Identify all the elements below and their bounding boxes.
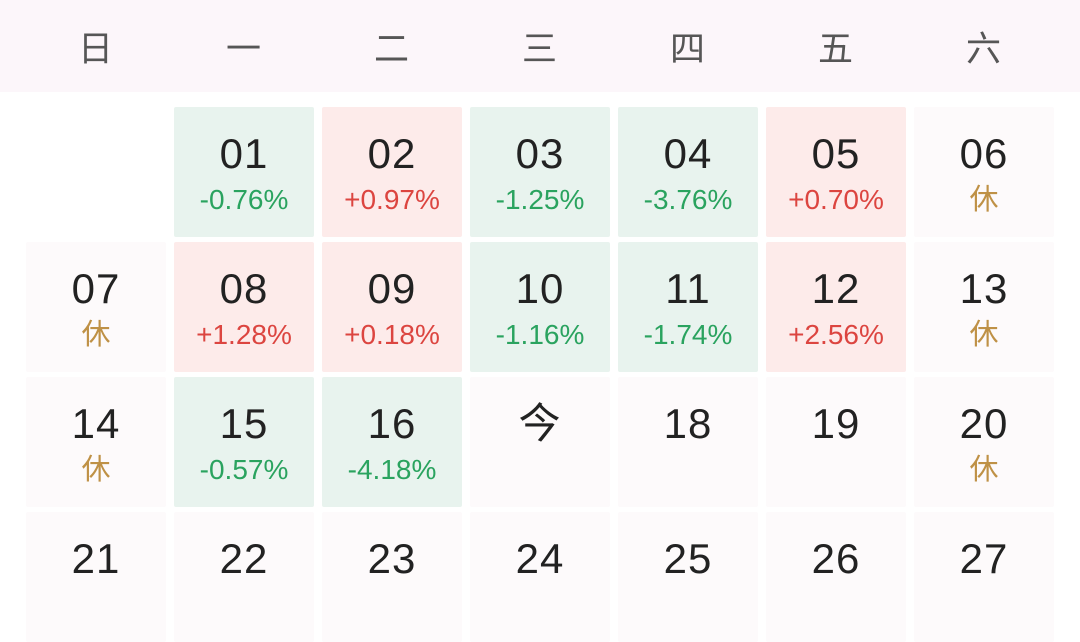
day-number: 03 (515, 130, 565, 177)
calendar-week-row: 01 -0.76% 02 +0.97% 03 -1.25% 04 -3.76% … (22, 107, 1058, 237)
day-cell-today[interactable]: 今 (470, 377, 610, 507)
day-cell-16[interactable]: 16 -4.18% (322, 377, 462, 507)
weekday-label-thu: 四 (669, 29, 706, 69)
day-change-percent: -0.57% (199, 454, 289, 485)
day-number: 09 (367, 265, 417, 312)
day-cell-27[interactable]: 27 (914, 512, 1054, 642)
day-number: 04 (663, 130, 713, 177)
calendar-grid: 01 -0.76% 02 +0.97% 03 -1.25% 04 -3.76% … (0, 92, 1080, 642)
day-change-percent: +0.70% (788, 184, 884, 215)
day-number: 02 (367, 130, 417, 177)
day-change-percent: +2.56% (788, 319, 884, 350)
day-number: 23 (367, 535, 417, 582)
day-number: 21 (71, 535, 121, 582)
day-number: 20 (959, 400, 1009, 447)
day-cell-02[interactable]: 02 +0.97% (322, 107, 462, 237)
day-number: 16 (367, 400, 417, 447)
day-cell-06[interactable]: 06 休 (914, 107, 1054, 237)
weekday-label-mon: 一 (225, 29, 262, 69)
day-cell-11[interactable]: 11 -1.74% (618, 242, 758, 372)
day-change-percent: -1.25% (495, 184, 585, 215)
weekday-label-tue: 二 (373, 29, 410, 69)
day-number: 01 (219, 130, 269, 177)
day-number: 06 (959, 130, 1009, 177)
day-cell-08[interactable]: 08 +1.28% (174, 242, 314, 372)
day-cell-14[interactable]: 14 休 (26, 377, 166, 507)
day-cell-23[interactable]: 23 (322, 512, 462, 642)
day-cell-12[interactable]: 12 +2.56% (766, 242, 906, 372)
day-cell-09[interactable]: 09 +0.18% (322, 242, 462, 372)
weekday-label-wed: 三 (521, 29, 558, 69)
day-cell-04[interactable]: 04 -3.76% (618, 107, 758, 237)
day-change-percent: -1.16% (495, 319, 585, 350)
weekday-header: 日 一 二 三 四 五 六 (0, 0, 1080, 92)
day-change-percent: -4.18% (347, 454, 437, 485)
day-number: 26 (811, 535, 861, 582)
day-cell-15[interactable]: 15 -0.57% (174, 377, 314, 507)
holiday-badge: 休 (81, 319, 111, 351)
day-number: 18 (663, 400, 713, 447)
holiday-badge: 休 (969, 319, 999, 351)
day-number: 08 (219, 265, 269, 312)
day-number: 19 (811, 400, 861, 447)
calendar-week-row: 21 22 23 24 25 26 27 (22, 512, 1058, 642)
day-cell-18[interactable]: 18 (618, 377, 758, 507)
holiday-badge: 休 (81, 454, 111, 486)
day-number: 13 (959, 265, 1009, 312)
day-cell-21[interactable]: 21 (26, 512, 166, 642)
day-change-percent: -3.76% (643, 184, 733, 215)
day-change-percent: +1.28% (196, 319, 292, 350)
day-cell-01[interactable]: 01 -0.76% (174, 107, 314, 237)
day-cell-07[interactable]: 07 休 (26, 242, 166, 372)
day-number: 11 (665, 265, 711, 312)
day-cell-empty (26, 107, 166, 237)
calendar-week-row: 14 休 15 -0.57% 16 -4.18% 今 18 19 20 休 (22, 377, 1058, 507)
day-number: 24 (515, 535, 565, 582)
day-number: 27 (959, 535, 1009, 582)
day-number: 07 (71, 265, 121, 312)
day-number: 14 (71, 400, 121, 447)
day-change-percent: -0.76% (199, 184, 289, 215)
day-cell-10[interactable]: 10 -1.16% (470, 242, 610, 372)
day-cell-20[interactable]: 20 休 (914, 377, 1054, 507)
day-cell-13[interactable]: 13 休 (914, 242, 1054, 372)
day-number: 12 (811, 265, 861, 312)
holiday-badge: 休 (969, 184, 999, 216)
today-marker: 今 (518, 400, 562, 447)
weekday-label-fri: 五 (817, 29, 854, 69)
day-cell-19[interactable]: 19 (766, 377, 906, 507)
weekday-label-sun: 日 (77, 29, 114, 69)
weekday-label-sat: 六 (965, 29, 1002, 69)
day-cell-22[interactable]: 22 (174, 512, 314, 642)
day-number: 10 (515, 265, 565, 312)
day-cell-25[interactable]: 25 (618, 512, 758, 642)
day-cell-05[interactable]: 05 +0.70% (766, 107, 906, 237)
day-number: 05 (811, 130, 861, 177)
day-number: 15 (219, 400, 269, 447)
day-number: 22 (219, 535, 269, 582)
holiday-badge: 休 (969, 454, 999, 486)
day-cell-03[interactable]: 03 -1.25% (470, 107, 610, 237)
day-cell-26[interactable]: 26 (766, 512, 906, 642)
day-change-percent: +0.97% (344, 184, 440, 215)
calendar-week-row: 07 休 08 +1.28% 09 +0.18% 10 -1.16% 11 -1… (22, 242, 1058, 372)
day-number: 25 (663, 535, 713, 582)
day-cell-24[interactable]: 24 (470, 512, 610, 642)
day-change-percent: +0.18% (344, 319, 440, 350)
day-change-percent: -1.74% (643, 319, 733, 350)
